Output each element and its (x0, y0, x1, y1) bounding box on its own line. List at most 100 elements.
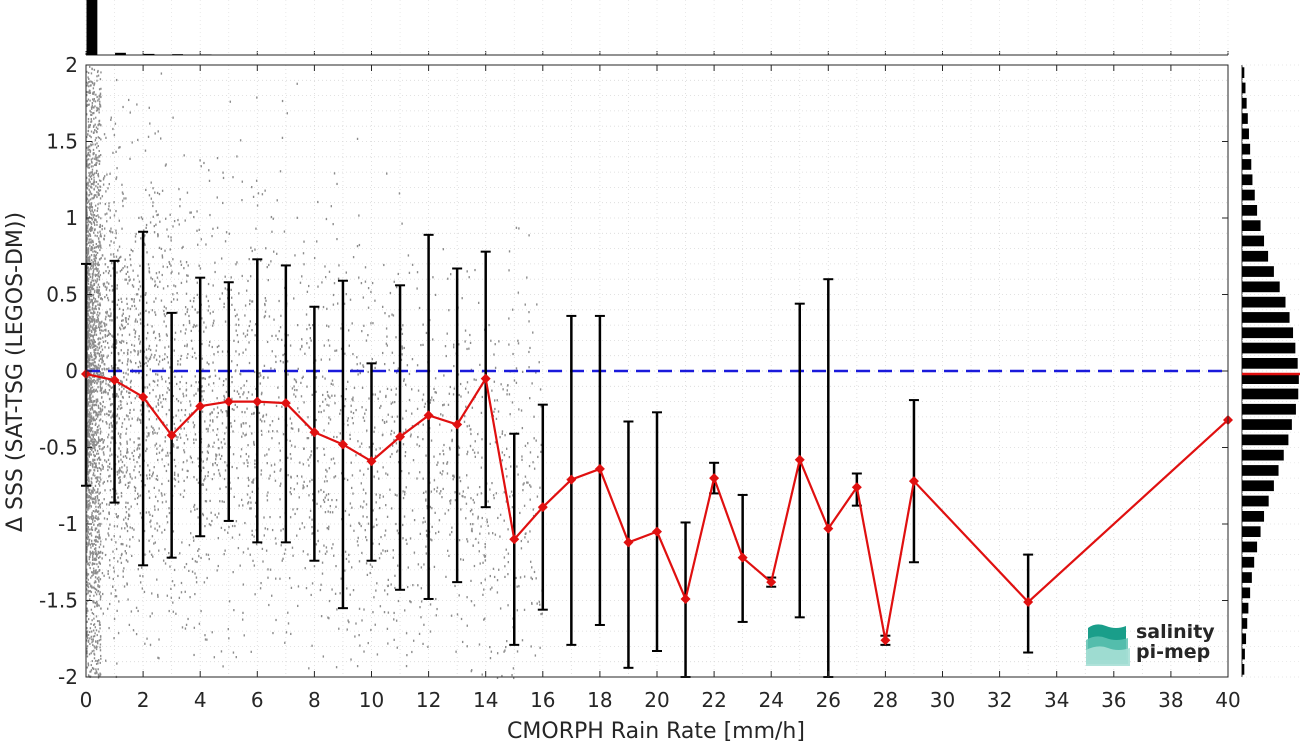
scatter-point (266, 462, 268, 465)
scatter-point (98, 593, 101, 596)
scatter-point (322, 498, 325, 502)
scatter-point (212, 382, 215, 385)
scatter-point (532, 461, 534, 464)
scatter-point (323, 344, 326, 347)
scatter-point (104, 406, 106, 409)
scatter-point (529, 530, 531, 533)
scatter-point (89, 422, 91, 425)
scatter-point (121, 422, 124, 425)
scatter-point (87, 183, 89, 186)
scatter-point (89, 210, 92, 213)
scatter-point (434, 511, 436, 514)
scatter-point (209, 213, 211, 217)
scatter-point (137, 313, 140, 316)
scatter-point (403, 346, 405, 350)
scatter-point (224, 549, 226, 552)
scatter-point (91, 464, 94, 467)
scatter-point (173, 458, 176, 462)
scatter-point (161, 189, 164, 192)
scatter-point (117, 382, 120, 386)
scatter-point (184, 313, 187, 316)
scatter-point (442, 453, 445, 456)
scatter-point (442, 404, 444, 407)
scatter-point (372, 542, 374, 545)
scatter-point (293, 393, 295, 396)
scatter-point (90, 670, 92, 673)
scatter-point (233, 408, 235, 411)
scatter-point (97, 207, 99, 210)
scatter-point (368, 397, 370, 400)
scatter-point (109, 447, 112, 450)
scatter-point (255, 323, 257, 326)
scatter-point (296, 389, 298, 392)
scatter-point (119, 340, 121, 344)
scatter-point (292, 508, 294, 511)
scatter-point (93, 441, 95, 444)
scatter-point (193, 441, 195, 445)
scatter-point (536, 602, 538, 605)
scatter-point (101, 572, 104, 575)
scatter-point (86, 214, 88, 217)
scatter-point (522, 489, 524, 492)
scatter-point (89, 447, 92, 451)
scatter-point (262, 560, 264, 563)
scatter-point (540, 613, 542, 616)
scatter-point (356, 356, 358, 359)
scatter-point (92, 341, 95, 344)
scatter-point (116, 609, 118, 612)
scatter-point (152, 407, 154, 410)
scatter-point (98, 424, 100, 427)
scatter-point (102, 447, 104, 450)
scatter-point (458, 476, 461, 479)
scatter-point (133, 300, 135, 303)
scatter-point (91, 141, 93, 144)
scatter-point (88, 103, 90, 106)
scatter-point (168, 376, 170, 380)
scatter-point (356, 665, 359, 668)
scatter-point (520, 547, 523, 550)
scatter-point (108, 205, 110, 208)
scatter-point (125, 544, 128, 547)
scatter-point (193, 296, 195, 300)
scatter-point (515, 367, 518, 370)
scatter-point (158, 451, 161, 454)
scatter-point (211, 631, 213, 634)
scatter-point (95, 670, 97, 673)
scatter-point (191, 305, 194, 308)
scatter-point (501, 459, 504, 462)
scatter-point (125, 501, 127, 504)
scatter-point (88, 415, 90, 419)
scatter-point (323, 500, 326, 504)
scatter-point (94, 348, 97, 351)
scatter-point (86, 506, 89, 509)
scatter-point (460, 395, 462, 398)
scatter-point (344, 550, 347, 553)
scatter-point (208, 557, 210, 561)
scatter-point (121, 191, 124, 194)
scatter-point (99, 555, 101, 558)
scatter-point (131, 304, 133, 308)
scatter-point (158, 246, 161, 249)
scatter-point (396, 415, 399, 418)
scatter-point (94, 502, 96, 505)
scatter-point (500, 383, 502, 386)
scatter-point (223, 305, 225, 309)
scatter-point (422, 491, 425, 495)
scatter-point (90, 391, 92, 394)
scatter-point (448, 554, 450, 557)
scatter-point (275, 334, 277, 337)
scatter-point (381, 419, 384, 422)
scatter-point (120, 297, 122, 300)
scatter-point (346, 419, 349, 422)
scatter-point (110, 314, 112, 317)
scatter-point (364, 529, 366, 532)
scatter-point (92, 601, 94, 604)
scatter-point (353, 386, 356, 390)
scatter-point (238, 504, 240, 507)
scatter-point (416, 287, 418, 290)
scatter-point (361, 330, 363, 333)
scatter-point (157, 656, 159, 659)
scatter-point (127, 598, 129, 601)
scatter-point (532, 508, 534, 511)
scatter-point (367, 370, 369, 374)
